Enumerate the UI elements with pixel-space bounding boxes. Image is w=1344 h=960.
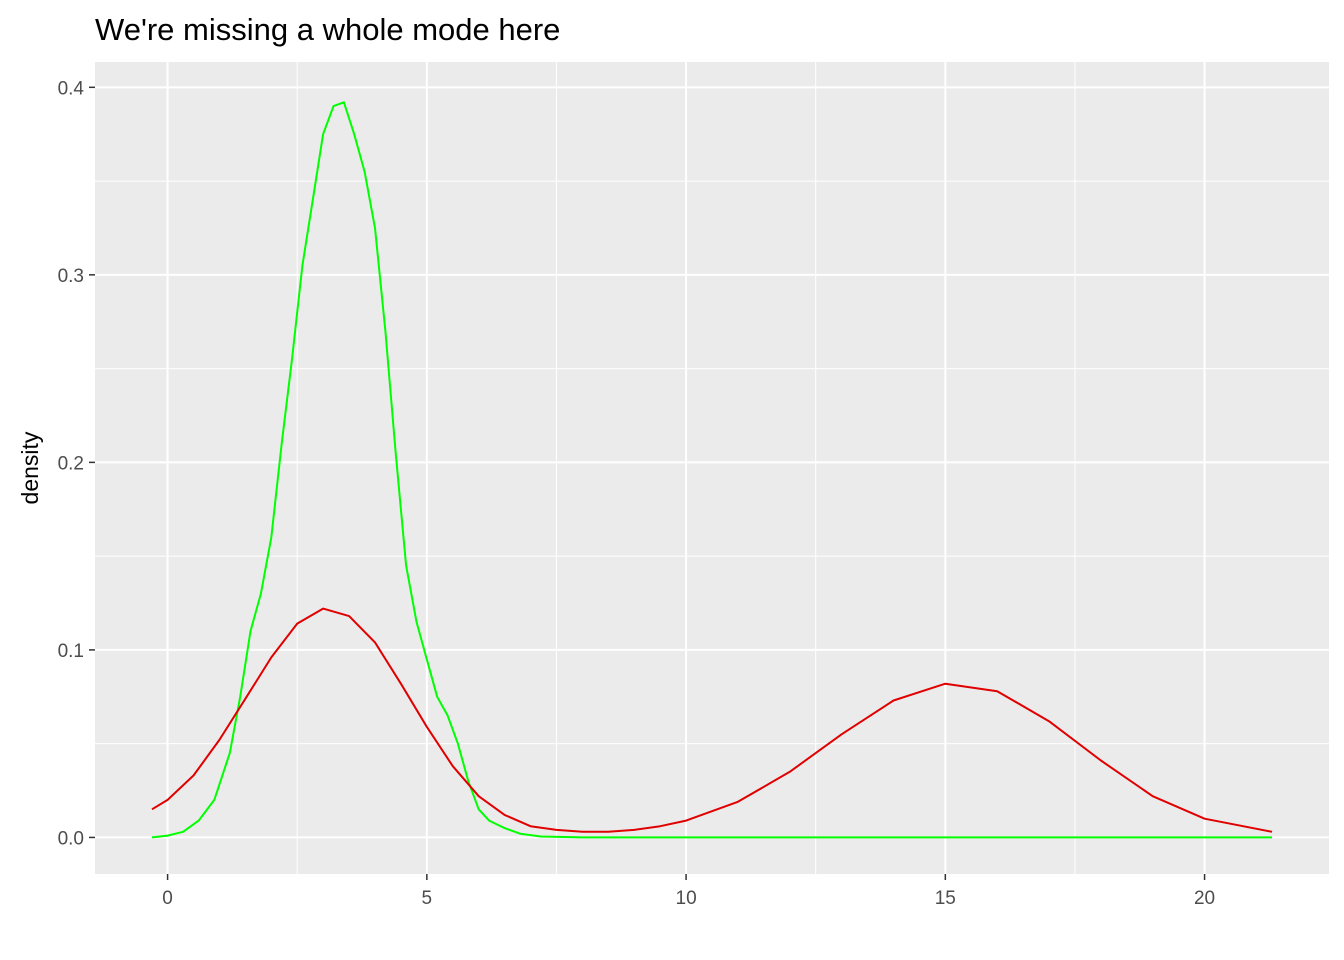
x-tick-label: 0 [162,888,173,909]
x-tick-label: 15 [935,888,956,909]
y-tick-label: 0.1 [58,641,84,662]
x-tick-label: 20 [1194,888,1215,909]
series-line-2 [151,607,1273,833]
y-tick-label: 0.3 [58,266,84,287]
y-axis: 0.0 0.1 0.2 0.3 0.4 [58,78,95,849]
series-line-1 [151,101,1272,839]
series-lines [151,101,1273,839]
y-tick-label: 0.2 [58,453,84,474]
y-axis-title: density [17,431,43,504]
minor-gridlines [95,62,1329,874]
x-axis: 0 5 10 15 20 [162,874,1215,909]
chart-title: We're missing a whole mode here [95,12,560,47]
y-tick-label: 0.0 [58,828,84,849]
x-tick-label: 10 [676,888,697,909]
y-tick-label: 0.4 [58,78,85,99]
x-tick-label: 5 [422,888,433,909]
plot-panel [95,62,1329,874]
